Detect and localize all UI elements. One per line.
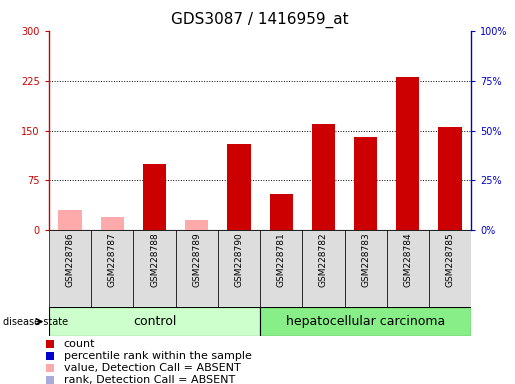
Text: rank, Detection Call = ABSENT: rank, Detection Call = ABSENT [64, 376, 235, 384]
Bar [302, 230, 345, 307]
Text: GSM228782: GSM228782 [319, 233, 328, 287]
Bar [345, 230, 387, 307]
Bar [312, 124, 335, 230]
Bar [260, 307, 471, 336]
Text: GSM228781: GSM228781 [277, 233, 286, 288]
Point [46, 377, 54, 384]
Bar [354, 137, 377, 230]
Text: GSM228787: GSM228787 [108, 233, 117, 288]
Point [46, 365, 54, 371]
Point [46, 341, 54, 348]
Bar [58, 210, 82, 230]
Bar [49, 307, 260, 336]
Text: disease state: disease state [3, 316, 67, 327]
Text: percentile rank within the sample: percentile rank within the sample [64, 351, 252, 361]
Text: GSM228783: GSM228783 [361, 233, 370, 288]
Text: GSM228786: GSM228786 [65, 233, 75, 288]
Text: GSM228789: GSM228789 [192, 233, 201, 288]
Bar [396, 77, 420, 230]
Bar [185, 220, 209, 230]
Text: value, Detection Call = ABSENT: value, Detection Call = ABSENT [64, 363, 241, 373]
Bar [429, 230, 471, 307]
Text: hepatocellular carcinoma: hepatocellular carcinoma [286, 315, 445, 328]
Bar [91, 230, 133, 307]
Bar [260, 230, 302, 307]
Text: GSM228785: GSM228785 [445, 233, 455, 288]
Bar [49, 230, 91, 307]
Title: GDS3087 / 1416959_at: GDS3087 / 1416959_at [171, 12, 349, 28]
Bar [227, 144, 251, 230]
Bar [143, 164, 166, 230]
Bar [269, 194, 293, 230]
Text: control: control [133, 315, 176, 328]
Bar [133, 230, 176, 307]
Text: GSM228784: GSM228784 [403, 233, 413, 287]
Point [46, 353, 54, 359]
Bar [387, 230, 429, 307]
Text: count: count [64, 339, 95, 349]
Text: GSM228790: GSM228790 [234, 233, 244, 288]
Bar [218, 230, 260, 307]
Bar [438, 127, 462, 230]
Bar [176, 230, 218, 307]
Text: GSM228788: GSM228788 [150, 233, 159, 288]
Bar [100, 217, 124, 230]
